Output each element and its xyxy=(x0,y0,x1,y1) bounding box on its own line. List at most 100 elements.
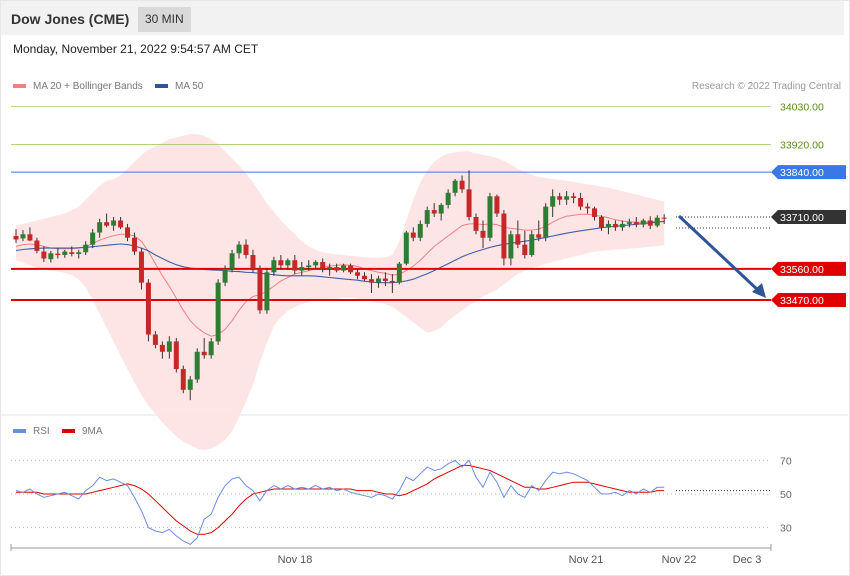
candle-body xyxy=(473,217,479,231)
legend-9ma: 9MA xyxy=(62,426,103,437)
candle-body xyxy=(264,272,270,311)
candle-body xyxy=(640,220,646,225)
chart-datetime: Monday, November 21, 2022 9:54:57 AM CET xyxy=(13,42,259,56)
candle-body xyxy=(243,244,249,256)
candle-body xyxy=(48,253,54,260)
candle-body xyxy=(327,267,333,269)
candle-body xyxy=(131,237,137,252)
candle-body xyxy=(201,351,207,356)
legend-rsi: RSI xyxy=(13,426,50,437)
candle-body xyxy=(626,222,632,224)
rsi-tick-label: 30 xyxy=(780,523,792,535)
candle-body xyxy=(83,244,89,253)
candle-body xyxy=(222,268,228,283)
x-tick-label: Nov 22 xyxy=(662,554,697,566)
last-price-tag xyxy=(771,210,846,224)
candle-body xyxy=(543,206,549,238)
candle-body xyxy=(271,260,277,273)
candle-body xyxy=(90,232,96,245)
forecast-arrowhead xyxy=(752,283,766,298)
candle-body xyxy=(229,253,235,269)
target-level-label: 34030.00 xyxy=(780,101,824,113)
candle-body xyxy=(466,189,472,217)
forecast-arrow xyxy=(677,214,762,294)
candle-body xyxy=(145,282,151,335)
candle-body xyxy=(173,341,179,370)
ma50-swatch xyxy=(155,84,168,89)
candle-body xyxy=(578,197,584,207)
ma20-line xyxy=(15,213,665,337)
candle-body xyxy=(515,234,521,245)
legend-ma20-label: MA 20 + Bollinger Bands xyxy=(33,81,143,92)
candle-body xyxy=(487,196,493,238)
support-level-label: 33560.00 xyxy=(780,264,824,276)
ma50-line xyxy=(15,220,665,284)
target-level-label: 33920.00 xyxy=(780,139,824,151)
candle-body xyxy=(557,196,563,200)
candle-body xyxy=(424,210,430,224)
rsi-tick-label: 70 xyxy=(780,455,792,467)
candle-body xyxy=(550,196,556,207)
support-level-tag xyxy=(771,292,846,307)
candle-body xyxy=(320,261,326,269)
candle-body xyxy=(585,206,591,209)
candle-body xyxy=(62,251,68,256)
candle-body xyxy=(76,252,82,254)
candle-body xyxy=(410,232,416,238)
candle-body xyxy=(27,234,33,241)
candle-body xyxy=(417,223,423,238)
candle-body xyxy=(619,223,625,228)
candle-body xyxy=(389,280,395,283)
candle-body xyxy=(20,234,26,239)
candle-body xyxy=(334,267,340,271)
candle-body xyxy=(180,369,186,390)
candle-body xyxy=(34,240,40,251)
candle-body xyxy=(494,196,500,214)
candle-body xyxy=(459,180,465,190)
candle-body xyxy=(431,210,437,214)
candle-body xyxy=(605,223,611,228)
candle-body xyxy=(215,282,221,342)
last-price-label: 33710.00 xyxy=(780,212,824,224)
candle-body xyxy=(41,251,47,259)
candle-body xyxy=(633,222,639,225)
x-tick-label: Nov 21 xyxy=(569,554,604,566)
candle-body xyxy=(118,220,124,228)
candle-body xyxy=(285,260,291,266)
bollinger-band xyxy=(16,134,665,451)
support-level-label: 33470.00 xyxy=(780,295,824,307)
candle-body xyxy=(313,261,319,266)
rsi-swatch xyxy=(13,429,26,434)
ma20-swatch xyxy=(13,84,26,89)
support-level-tag xyxy=(771,261,846,276)
timeframe-badge[interactable]: 30 MIN xyxy=(138,7,191,32)
rsi-ma-line xyxy=(16,464,665,535)
x-tick-label: Dec 3 xyxy=(733,554,762,566)
candle-body xyxy=(292,260,298,271)
candle-body xyxy=(522,244,528,256)
candle-body xyxy=(571,196,577,198)
instrument-title: Dow Jones (CME) xyxy=(11,11,130,27)
candle-body xyxy=(480,230,486,238)
candle-body xyxy=(438,204,444,214)
candle-body xyxy=(208,341,214,356)
candle-body xyxy=(236,244,242,254)
candle-body xyxy=(452,180,458,193)
candle-body xyxy=(104,222,110,226)
chart-header: Dow Jones (CME) 30 MIN xyxy=(1,1,844,35)
candle-body xyxy=(592,208,598,217)
candle-body xyxy=(382,278,388,281)
candle-body xyxy=(152,334,158,345)
candle-body xyxy=(654,217,660,226)
candle-body xyxy=(362,275,367,280)
x-tick-label: Nov 18 xyxy=(278,554,313,566)
candle-body xyxy=(13,236,19,240)
candle-body xyxy=(647,220,653,226)
credit-text: Research © 2022 Trading Central xyxy=(691,81,841,92)
candle-body xyxy=(501,213,507,259)
candle-body xyxy=(159,344,165,352)
candle-body xyxy=(403,232,409,264)
candle-body xyxy=(445,192,451,205)
candle-body xyxy=(396,263,402,283)
